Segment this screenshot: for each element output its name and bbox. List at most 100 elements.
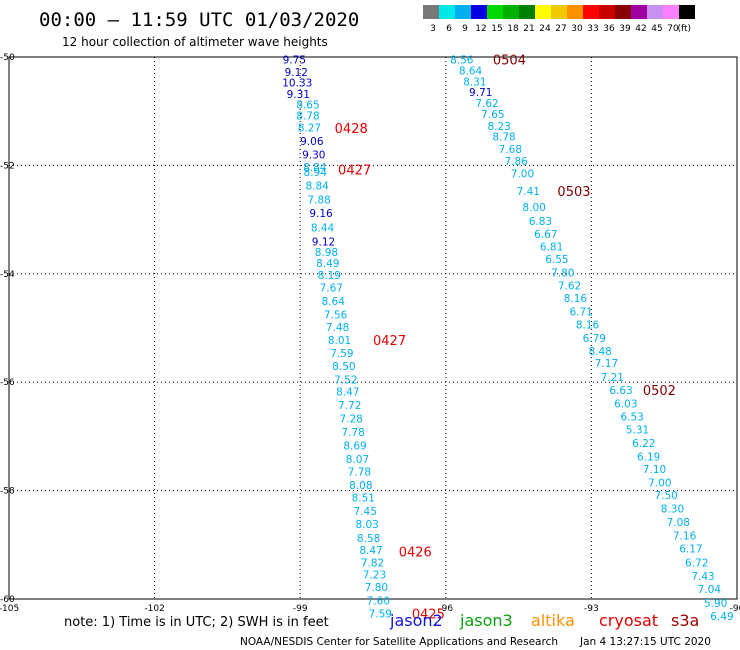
swh-value: 9.12	[312, 236, 335, 248]
swh-value: 6.55	[545, 254, 568, 266]
swh-value: 8.01	[328, 335, 351, 347]
swh-value: 8.31	[463, 76, 486, 88]
swh-value: 8.84	[303, 162, 327, 174]
swh-value: 8.19	[318, 270, 341, 282]
x-tick-label: -96	[438, 604, 453, 614]
swh-value: 7.78	[348, 467, 371, 479]
swh-value: 7.10	[643, 464, 666, 476]
swh-value: 8.16	[564, 293, 588, 305]
color-bin-swatch	[439, 5, 455, 19]
swh-value: 8.94	[304, 167, 328, 179]
y-tick-label: -54	[0, 270, 15, 280]
color-bin-label: 36	[603, 24, 615, 34]
color-bin-label: 15	[491, 24, 502, 34]
swh-value: 8.23	[487, 121, 510, 133]
swh-value: 7.56	[324, 309, 348, 321]
swh-value: 8.69	[343, 441, 366, 453]
chart-subtitle: 12 hour collection of altimeter wave hei…	[62, 35, 328, 49]
swh-value: 8.03	[355, 519, 378, 531]
satellite-legend-cryosat: cryosat	[599, 611, 658, 630]
pass-time-label: 0503	[557, 185, 590, 200]
swh-value: 6.03	[614, 398, 637, 410]
color-scale-legend: 3 6 9 12 15 18 21 24 27 30 33 36 39 42 45 70(ft)	[423, 5, 695, 34]
swh-value: 8.30	[661, 503, 684, 515]
satellite-legend-s3a: s3a	[671, 611, 699, 630]
color-bin-label: 6	[446, 24, 452, 34]
color-bin-label: 18	[507, 24, 519, 34]
swh-value: 6.53	[620, 411, 643, 423]
swh-value: 7.52	[334, 374, 357, 386]
swh-value: 7.82	[361, 558, 384, 570]
swh-value: 6.22	[632, 438, 655, 450]
color-bin-swatch	[679, 5, 695, 19]
y-tick-label: -50	[0, 53, 15, 63]
color-scale-unit: (ft)	[677, 24, 691, 34]
swh-value: 7.04	[698, 584, 722, 596]
swh-value: 7.67	[320, 282, 343, 294]
swh-value: 7.68	[499, 144, 522, 156]
y-tick-label: -52	[0, 161, 15, 171]
color-bin-swatch	[583, 5, 599, 19]
swh-value: 6.79	[583, 333, 606, 345]
plot-border	[8, 56, 738, 600]
swh-value: 8.56	[450, 55, 474, 67]
gridlines	[9, 57, 737, 599]
note-text: note: 1) Time is in UTC; 2) SWH is in fe…	[64, 615, 329, 630]
swh-value: 7.41	[517, 186, 540, 198]
swh-value: 5.90	[704, 598, 727, 610]
x-tick-label: -102	[144, 604, 164, 614]
color-bin-swatch	[647, 5, 663, 19]
swh-value: 7.65	[481, 109, 504, 121]
x-tick-label: -90	[730, 604, 740, 614]
swh-value: 6.81	[540, 242, 563, 254]
color-bin-swatch	[663, 5, 679, 19]
color-bin-label: 33	[587, 24, 598, 34]
swh-value: 8.48	[588, 346, 611, 358]
x-axis-ticks: -105 -102 -99 -96 -93 -90	[0, 604, 740, 614]
swh-value: 7.59	[369, 609, 392, 621]
swh-value: 9.06	[300, 136, 324, 148]
color-bin-swatch	[503, 5, 519, 19]
swh-value: 7.16	[673, 531, 697, 543]
swh-value: 7.08	[667, 517, 690, 529]
color-bin-swatch	[567, 5, 583, 19]
swh-value: 6.19	[637, 451, 660, 463]
plot-area	[8, 56, 738, 600]
swh-value: 8.08	[349, 480, 372, 492]
swh-value: 8.78	[296, 111, 319, 123]
swh-value: 7.00	[648, 477, 671, 489]
swh-value: 8.58	[357, 533, 380, 545]
wave-height-values: 9.759.1210.339.318.658.788.279.069.308.8…	[282, 55, 733, 623]
swh-value: 7.80	[365, 582, 388, 594]
color-bin-swatch	[487, 5, 503, 19]
pass-time-label: 0504	[493, 54, 526, 69]
swh-value: 6.49	[710, 611, 733, 623]
swh-value: 7.72	[338, 400, 361, 412]
color-bin-swatch	[471, 5, 487, 19]
swh-value: 7.80	[551, 268, 574, 280]
swh-value: 7.17	[595, 358, 618, 370]
x-tick-label: -99	[293, 604, 308, 614]
swh-value: 8.00	[522, 202, 545, 214]
swh-value: 6.83	[529, 216, 552, 228]
swh-value: 8.65	[296, 100, 319, 112]
swh-value: 6.67	[534, 229, 557, 241]
color-bin-label: 39	[619, 24, 631, 34]
pass-time-label: 0428	[335, 122, 368, 137]
color-bin-label: 45	[651, 24, 662, 34]
pass-time-label: 0425	[412, 608, 445, 623]
x-tick-label: -105	[0, 604, 19, 614]
swh-value: 7.62	[558, 281, 581, 293]
color-bin-swatch	[519, 5, 535, 19]
pass-time-label: 0427	[338, 164, 371, 179]
swh-value: 7.21	[601, 372, 624, 384]
color-bin-swatch	[455, 5, 471, 19]
swh-value: 7.28	[339, 414, 362, 426]
swh-value: 9.31	[287, 89, 310, 101]
color-bin-swatch	[535, 5, 551, 19]
swh-value: 8.84	[305, 180, 329, 192]
color-bin-label: 27	[555, 24, 566, 34]
swh-value: 8.44	[311, 223, 335, 235]
y-tick-label: -60	[0, 595, 15, 605]
credit-text: NOAA/NESDIS Center for Satellite Applica…	[240, 636, 558, 648]
